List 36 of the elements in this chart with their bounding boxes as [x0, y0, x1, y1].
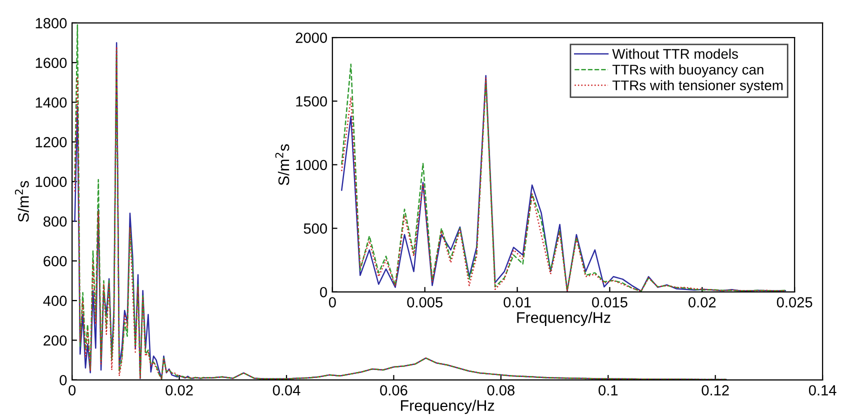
- y-tick-label: 0: [320, 287, 327, 298]
- x-tick-label: 0.015: [592, 297, 628, 308]
- y-tick-label: 1200: [36, 137, 67, 148]
- legend-label: Without TTR models: [612, 48, 738, 59]
- x-tick-label: 0.04: [272, 385, 300, 396]
- y-tick-label: 1000: [36, 176, 67, 188]
- x-axis-title: Frequency/Hz: [401, 400, 494, 414]
- x-tick-label: 0.12: [702, 385, 729, 396]
- x-tick-label: 0.1: [598, 385, 618, 396]
- y-tick-label: 200: [44, 335, 67, 346]
- y-tick-label: 1600: [36, 58, 67, 68]
- y-tick-label: 400: [43, 296, 67, 306]
- x-tick-label: 0.005: [407, 297, 442, 308]
- x-tick-label: 0.02: [166, 385, 193, 396]
- x-tick-label: 0: [68, 385, 76, 396]
- y-tick-label: 600: [44, 256, 67, 266]
- y-axis-title: S/m$^{2}$s: [275, 144, 290, 186]
- legend-label: TTRs with buoyancy can: [612, 64, 764, 78]
- x-tick-label: 0.06: [380, 385, 408, 396]
- y-axis-title: S/m$^{2}$s: [14, 180, 29, 222]
- x-tick-label: 0.025: [776, 297, 812, 308]
- y-tick-label: 1400: [36, 97, 67, 108]
- legend-label: TTRs with tensioner system: [612, 80, 783, 94]
- y-tick-label: 1800: [36, 18, 67, 28]
- x-tick-label: 0.02: [688, 297, 716, 308]
- y-tick-label: 1500: [296, 96, 327, 107]
- x-tick-label: 0.08: [487, 385, 514, 396]
- y-tick-label: 2000: [296, 32, 327, 43]
- x-tick-label: 0.14: [808, 385, 836, 396]
- y-tick-label: 1000: [296, 160, 327, 170]
- y-tick-label: 800: [44, 216, 67, 227]
- x-tick-label: 0.01: [504, 297, 531, 308]
- y-tick-label: 500: [304, 223, 327, 234]
- y-tick-label: 0: [60, 374, 67, 386]
- x-tick-label: 0: [328, 297, 336, 308]
- x-axis-title: Frequency/Hz: [517, 312, 610, 326]
